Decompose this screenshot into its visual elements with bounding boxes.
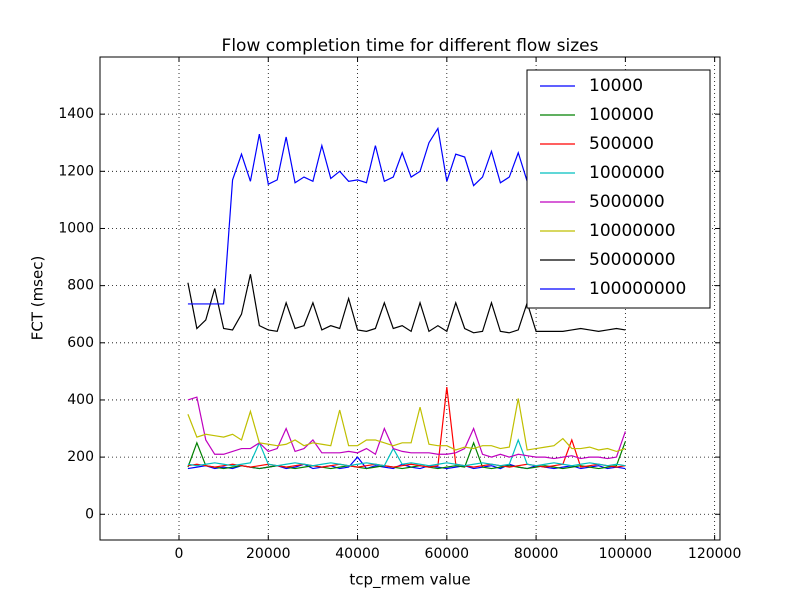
series-line (187, 387, 626, 468)
x-tick-label: 20000 (246, 546, 291, 562)
series-line (187, 441, 626, 470)
legend-label: 10000000 (589, 221, 676, 241)
y-tick-label: 200 (67, 449, 94, 465)
plot-frame (99, 56, 721, 541)
legend-label: 100000 (589, 105, 654, 125)
x-tick-label: 40000 (335, 546, 380, 562)
y-tick-label: 1200 (58, 163, 94, 179)
legend-label: 5000000 (589, 192, 665, 212)
series-line (187, 274, 626, 334)
chart-title: Flow completion time for different flow … (222, 36, 599, 56)
x-axis-label: tcp_rmem value (349, 571, 470, 590)
x-tick-label: 0 (175, 546, 184, 562)
x-tick-label: 60000 (425, 546, 470, 562)
legend-label: 100000000 (589, 279, 686, 299)
x-tick-label: 120000 (688, 546, 741, 562)
legend-label: 10000 (589, 76, 643, 96)
series-line (187, 396, 626, 460)
legend-label: 500000 (589, 134, 654, 154)
legend-label: 50000000 (589, 250, 676, 270)
series-line (187, 438, 626, 467)
y-tick-label: 1000 (58, 220, 94, 236)
y-tick-label: 600 (67, 335, 94, 351)
y-tick-label: 1400 (58, 106, 94, 122)
y-axis-label: FCT (msec) (29, 256, 47, 341)
legend-box (526, 69, 711, 309)
y-tick-label: 400 (67, 392, 94, 408)
y-tick-label: 800 (67, 278, 94, 294)
y-tick-label: 0 (85, 506, 94, 522)
x-tick-label: 100000 (599, 546, 652, 562)
series-line (187, 398, 626, 453)
legend-label: 1000000 (589, 163, 665, 183)
x-tick-label: 80000 (514, 546, 559, 562)
